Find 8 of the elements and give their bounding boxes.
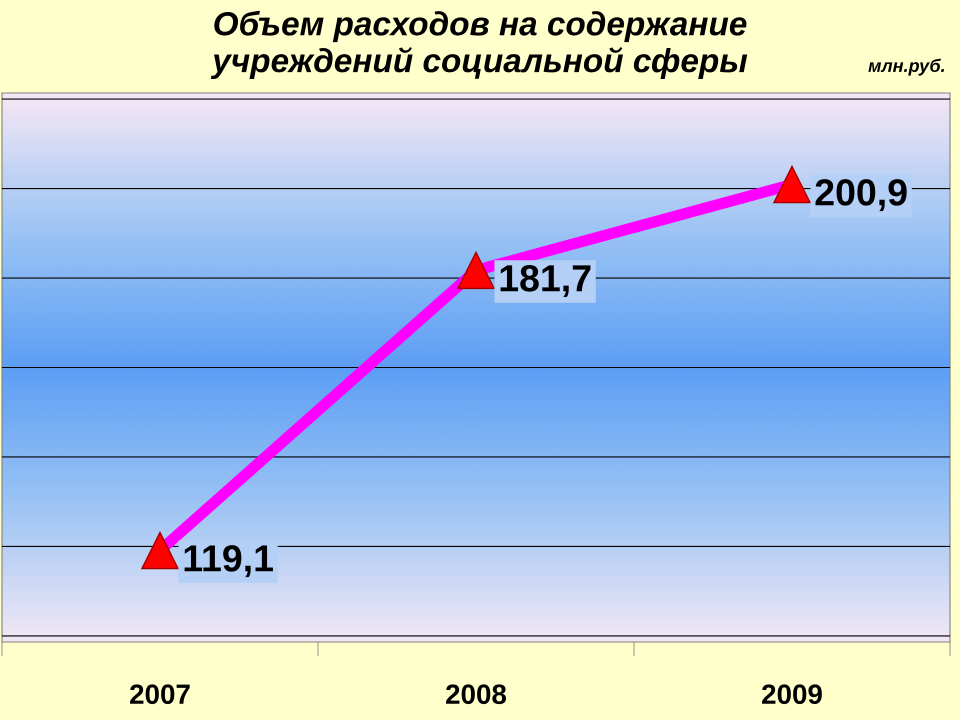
x-tick-label: 2009 (762, 684, 822, 704)
x-tick-label: 2007 (130, 684, 190, 704)
chart-title: Объем расходов на содержание учреждений социальной сферы (210, 10, 748, 80)
x-tick-label: 2008 (446, 684, 506, 704)
data-label: 200,9 (816, 179, 907, 212)
text: млн.руб. (868, 58, 944, 76)
data-label: 119,1 (184, 545, 273, 578)
data-label: 181,7 (500, 265, 590, 298)
